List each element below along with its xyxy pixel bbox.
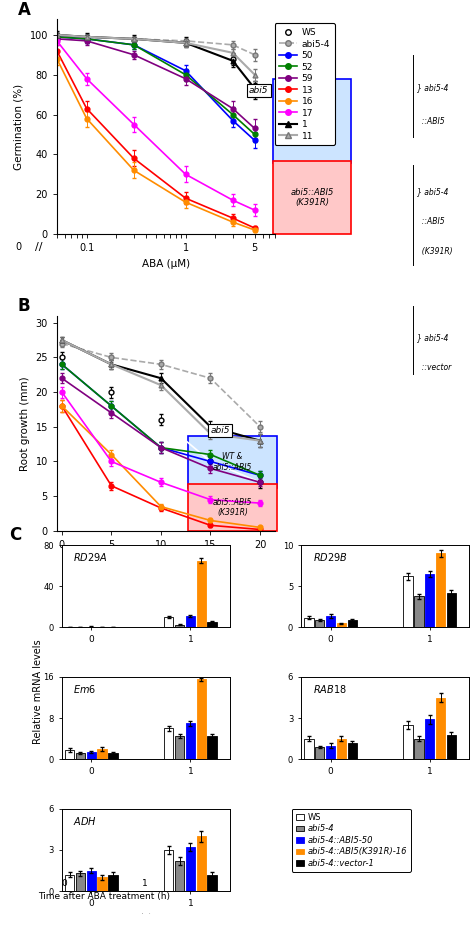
- Bar: [208, 737, 217, 759]
- Bar: [87, 752, 96, 759]
- Bar: [109, 875, 118, 891]
- Bar: [326, 616, 335, 628]
- Bar: [186, 723, 195, 759]
- Bar: [65, 750, 74, 759]
- FancyBboxPatch shape: [188, 483, 277, 531]
- Bar: [98, 749, 107, 759]
- Text: $\it{Em6}$: $\it{Em6}$: [73, 683, 97, 695]
- Legend: WS, abi5-4, 50, 52, 59, 13, 16, 17, 1, 11: WS, abi5-4, 50, 52, 59, 13, 16, 17, 1, 1…: [275, 24, 335, 145]
- Bar: [76, 873, 85, 891]
- Bar: [425, 574, 435, 628]
- Bar: [337, 624, 346, 628]
- Text: Relative mRNA levels: Relative mRNA levels: [33, 640, 43, 744]
- Text: A: A: [18, 1, 30, 19]
- Bar: [164, 617, 173, 628]
- Text: (K391R): (K391R): [417, 246, 453, 256]
- Text: abi5: abi5: [249, 86, 269, 95]
- Bar: [208, 875, 217, 891]
- Bar: [315, 747, 324, 759]
- X-axis label: ABA (μM): ABA (μM): [142, 556, 190, 565]
- Bar: [326, 745, 335, 759]
- Text: Time after ABA treatment (h): Time after ABA treatment (h): [38, 892, 170, 901]
- Text: abi5::ABI5
(K391R): abi5::ABI5 (K391R): [213, 498, 252, 517]
- Bar: [197, 680, 206, 759]
- Bar: [425, 720, 435, 759]
- Bar: [109, 753, 118, 759]
- Bar: [447, 592, 456, 628]
- Text: ::ABI5: ::ABI5: [417, 217, 445, 226]
- FancyBboxPatch shape: [188, 436, 277, 488]
- Bar: [175, 861, 184, 891]
- Text: WT &
abi5::ABI5: WT & abi5::ABI5: [213, 452, 252, 472]
- Text: 1: 1: [142, 880, 147, 888]
- Bar: [403, 725, 413, 759]
- Bar: [337, 738, 346, 759]
- Text: 0: 0: [61, 880, 67, 888]
- Text: 0: 0: [16, 242, 22, 252]
- Text: } abi5-4: } abi5-4: [417, 188, 448, 196]
- Bar: [87, 870, 96, 891]
- Bar: [164, 850, 173, 891]
- Bar: [98, 878, 107, 891]
- Bar: [403, 576, 413, 628]
- Bar: [304, 738, 313, 759]
- Bar: [208, 622, 217, 628]
- Bar: [304, 617, 313, 628]
- Text: $\it{RAB18}$: $\it{RAB18}$: [313, 683, 346, 695]
- Text: $\it{RD29A}$: $\it{RD29A}$: [73, 551, 108, 563]
- Bar: [347, 743, 357, 759]
- Bar: [347, 620, 357, 628]
- Bar: [175, 625, 184, 628]
- Bar: [76, 753, 85, 759]
- Bar: [186, 616, 195, 628]
- Text: B: B: [18, 298, 30, 316]
- Text: C: C: [9, 526, 22, 544]
- Bar: [186, 848, 195, 891]
- Bar: [315, 620, 324, 628]
- Bar: [164, 728, 173, 759]
- Bar: [414, 738, 424, 759]
- Bar: [447, 735, 456, 759]
- Y-axis label: Germination (%): Germination (%): [14, 83, 24, 170]
- Text: $\it{ADH}$: $\it{ADH}$: [73, 814, 97, 827]
- Text: WT &
abi5::ABI5: WT & abi5::ABI5: [290, 112, 334, 131]
- Bar: [197, 560, 206, 628]
- FancyBboxPatch shape: [273, 161, 351, 234]
- X-axis label: ABA (μM): ABA (μM): [142, 259, 190, 268]
- Bar: [197, 836, 206, 891]
- Text: $\it{RD29B}$: $\it{RD29B}$: [313, 551, 347, 563]
- X-axis label: 0             1: 0 1: [142, 913, 150, 914]
- Bar: [175, 737, 184, 759]
- Y-axis label: Root growth (mm): Root growth (mm): [20, 376, 30, 470]
- Bar: [436, 554, 445, 628]
- Text: abi5::ABI5
(K391R): abi5::ABI5 (K391R): [290, 188, 334, 208]
- Bar: [436, 698, 445, 759]
- Text: } abi5-4: } abi5-4: [417, 82, 448, 92]
- Bar: [65, 875, 74, 891]
- Legend: WS, abi5-4, abi5-4::ABI5-50, abi5-4::ABI5(K391R)-16, abi5-4::vector-1: WS, abi5-4, abi5-4::ABI5-50, abi5-4::ABI…: [292, 809, 411, 872]
- Text: abi5: abi5: [210, 426, 230, 435]
- Text: } abi5-4: } abi5-4: [417, 333, 448, 342]
- Text: //: //: [35, 242, 42, 252]
- FancyBboxPatch shape: [273, 80, 351, 163]
- Bar: [414, 596, 424, 628]
- Text: ::vector: ::vector: [417, 362, 451, 372]
- Text: ::ABI5: ::ABI5: [417, 117, 445, 126]
